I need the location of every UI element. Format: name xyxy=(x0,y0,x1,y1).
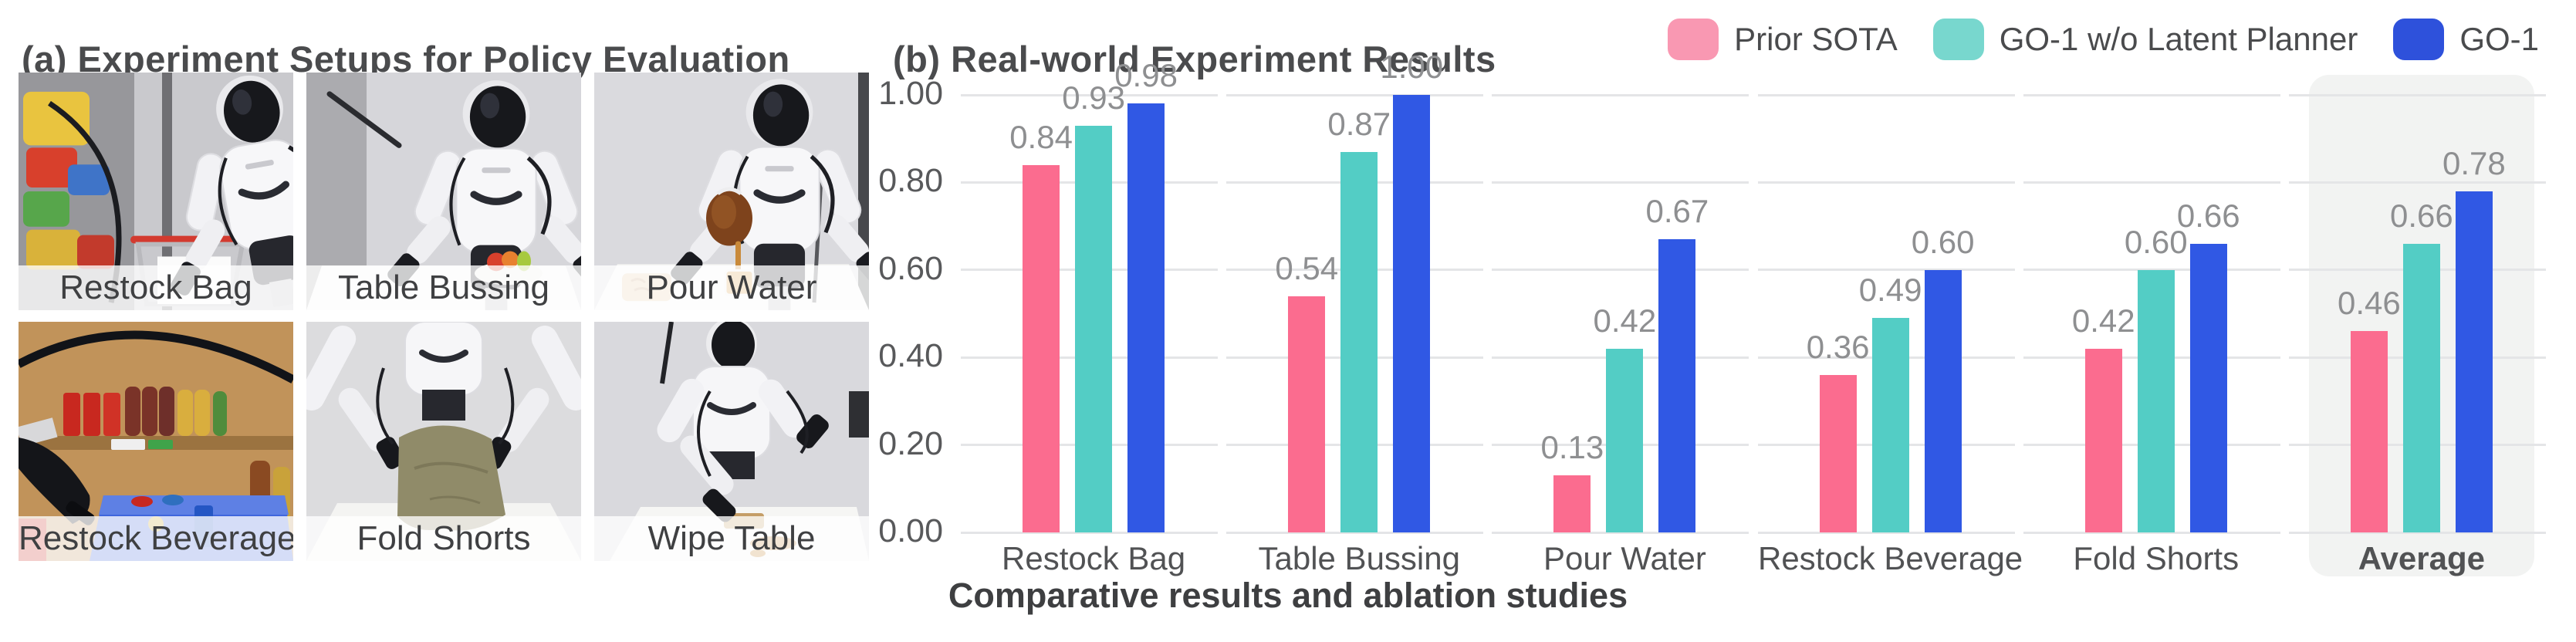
gridline xyxy=(1492,181,1749,184)
go1-wo-latent-planner-swatch-icon xyxy=(1932,19,1984,60)
legend-item-go1: GO-1 xyxy=(2393,19,2539,60)
experiment-photo-table-bussing: Table Bussing xyxy=(306,73,581,310)
bar-value-label: 0.67 xyxy=(1645,193,1709,230)
x-category-label: Restock Beverage xyxy=(1757,540,2023,576)
gridline xyxy=(1757,181,2015,184)
bar-value-label: 0.78 xyxy=(2442,144,2506,181)
photo-label-restock-beverage: Restock Beverage xyxy=(19,516,293,561)
bar-value-label: 0.98 xyxy=(1114,57,1178,94)
photo-label-wipe-table: Wipe Table xyxy=(594,516,869,561)
bar-go-1-w-o-latent-planner xyxy=(2137,269,2175,532)
gridline xyxy=(1226,531,1484,534)
bar-go-1-w-o-latent-planner xyxy=(1075,125,1113,532)
gridline xyxy=(961,531,1219,534)
gridline xyxy=(2288,181,2546,184)
gridline xyxy=(1492,269,1749,272)
y-tick-label: 0.40 xyxy=(878,337,943,375)
x-category-label: Table Bussing xyxy=(1258,540,1460,576)
photo-label-fold-shorts: Fold Shorts xyxy=(306,516,581,561)
bar-go-1 xyxy=(2189,243,2227,532)
bar-prior-sota xyxy=(1023,164,1060,532)
bar-go-1-w-o-latent-planner xyxy=(1606,348,1644,532)
go1-swatch-icon xyxy=(2393,19,2445,60)
x-category-label: Pour Water xyxy=(1543,540,1706,576)
bar-value-label: 0.54 xyxy=(1275,249,1339,286)
experiment-photo-grid: Restock Bag Table Bussing xyxy=(19,73,870,561)
experiment-photo-fold-shorts: Fold Shorts xyxy=(306,322,581,561)
gridline xyxy=(1757,93,2015,96)
panel-b-title: (b) Real-world Experiment Results xyxy=(893,39,1496,79)
bar-go-1 xyxy=(1924,269,1962,532)
x-category-label: Average xyxy=(2358,540,2486,576)
gridline xyxy=(1757,269,2015,272)
gridline xyxy=(2023,181,2280,184)
y-tick-label: 0.80 xyxy=(878,162,943,200)
bar-value-label: 0.13 xyxy=(1540,429,1604,466)
bar-value-label: 0.87 xyxy=(1327,105,1391,142)
legend-label: GO-1 xyxy=(2459,21,2539,57)
gridline xyxy=(1492,93,1749,96)
gridline xyxy=(961,93,1219,96)
legend-label: GO-1 w/o Latent Planner xyxy=(1999,21,2358,57)
y-tick-label: 0.60 xyxy=(878,249,943,287)
chart-legend: Prior SOTA GO-1 w/o Latent Planner GO-1 xyxy=(1668,19,2539,60)
bar-value-label: 0.84 xyxy=(1009,118,1073,155)
experiment-photo-wipe-table: Wipe Table xyxy=(594,322,869,561)
bar-prior-sota xyxy=(2084,348,2122,532)
photo-label-table-bussing: Table Bussing xyxy=(306,265,581,310)
bar-go-1-w-o-latent-planner xyxy=(1340,151,1378,532)
legend-item-go1-wo-latent-planner: GO-1 w/o Latent Planner xyxy=(1932,19,2358,60)
y-tick-label: 1.00 xyxy=(878,75,943,112)
bar-value-label: 0.42 xyxy=(1593,302,1657,339)
gridline xyxy=(2288,93,2546,96)
gridline xyxy=(1492,531,1749,534)
bar-go-1-w-o-latent-planner xyxy=(1871,318,1909,532)
bar-go-1 xyxy=(1127,103,1165,532)
legend-item-prior-sota: Prior SOTA xyxy=(1668,19,1898,60)
gridline xyxy=(2288,531,2546,534)
photo-label-restock-bag: Restock Bag xyxy=(19,265,293,310)
bar-go-1 xyxy=(1393,95,1431,532)
bar-value-label: 0.60 xyxy=(1911,223,1975,260)
bar-go-1-w-o-latent-planner xyxy=(2402,243,2440,532)
x-category-label: Fold Shorts xyxy=(2073,540,2240,576)
bar-value-label: 0.66 xyxy=(2390,197,2453,234)
bar-value-label: 0.93 xyxy=(1062,79,1125,116)
bar-value-label: 1.00 xyxy=(1380,49,1444,85)
bar-prior-sota xyxy=(1819,374,1857,532)
x-category-label: Restock Bag xyxy=(1002,540,1186,576)
prior-sota-swatch-icon xyxy=(1668,19,1719,60)
gridline xyxy=(1757,531,2015,534)
gridline xyxy=(2023,93,2280,96)
bar-prior-sota xyxy=(1288,296,1326,532)
bar-go-1 xyxy=(2455,191,2493,532)
bar-prior-sota xyxy=(2350,331,2388,532)
gridline xyxy=(1226,93,1484,96)
photo-label-pour-water: Pour Water xyxy=(594,265,869,310)
bar-value-label: 0.60 xyxy=(2124,223,2188,260)
bar-prior-sota xyxy=(1553,475,1591,532)
experiment-photo-restock-beverage: Restock Beverage xyxy=(19,322,293,561)
bar-value-label: 0.42 xyxy=(2071,302,2135,339)
y-tick-label: 0.20 xyxy=(878,424,943,462)
figure-caption: Comparative results and ablation studies xyxy=(948,576,1628,615)
experiment-photo-pour-water: Pour Water xyxy=(594,73,869,310)
y-tick-label: 0.00 xyxy=(878,512,943,549)
bar-value-label: 0.46 xyxy=(2338,285,2401,322)
bar-value-label: 0.49 xyxy=(1858,272,1922,309)
gridline xyxy=(2023,531,2280,534)
legend-label: Prior SOTA xyxy=(1734,21,1898,57)
bar-value-label: 0.66 xyxy=(2176,197,2240,234)
experiment-photo-restock-bag: Restock Bag xyxy=(19,73,293,310)
bar-value-label: 0.36 xyxy=(1806,328,1870,365)
bar-go-1 xyxy=(1658,239,1696,532)
